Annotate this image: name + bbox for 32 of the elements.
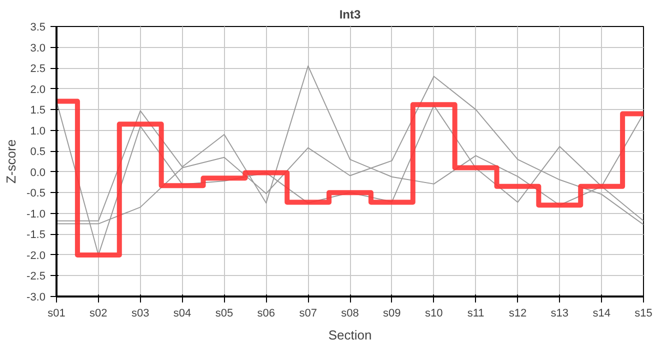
x-tick-label: s06 xyxy=(257,308,276,320)
y-tick-label: -1.5 xyxy=(26,229,46,242)
x-tick-label: s10 xyxy=(424,308,443,320)
y-axis-title: Z-score xyxy=(4,139,19,184)
y-tick-label: -2.5 xyxy=(26,270,46,283)
x-tick-label: s04 xyxy=(173,308,192,320)
y-tick-label: 0.0 xyxy=(30,166,46,179)
x-tick-label: s02 xyxy=(90,308,108,320)
y-tick-label: 2.5 xyxy=(30,63,46,76)
chart-title: Int3 xyxy=(339,8,361,22)
x-tick-label: s01 xyxy=(48,308,66,320)
y-tick-label: -3.0 xyxy=(26,292,46,304)
x-tick-label: s11 xyxy=(467,308,484,320)
y-tick-label: 0.5 xyxy=(30,146,46,158)
x-axis-title: Section xyxy=(328,328,372,342)
y-tick-label: 3.5 xyxy=(30,22,46,34)
y-tick-label: 1.0 xyxy=(30,125,46,138)
x-tick-label: s12 xyxy=(508,308,527,320)
x-tick-label: s13 xyxy=(550,308,569,320)
y-tick-label: -1.0 xyxy=(26,208,46,220)
y-tick-label: 1.5 xyxy=(30,104,46,117)
x-tick-label: s09 xyxy=(383,308,401,320)
y-tick-label: 2.0 xyxy=(30,84,46,96)
x-tick-label: s07 xyxy=(299,308,317,320)
x-tick-label: s05 xyxy=(215,308,234,320)
y-tick-label: 3.0 xyxy=(30,42,46,54)
x-tick-label: s03 xyxy=(131,308,150,320)
y-tick-label: -2.0 xyxy=(26,250,46,262)
x-tick-label: s08 xyxy=(341,308,359,320)
y-tick-label: -0.5 xyxy=(26,188,46,200)
x-tick-label: s15 xyxy=(634,308,652,320)
x-tick-label: s14 xyxy=(592,308,610,320)
